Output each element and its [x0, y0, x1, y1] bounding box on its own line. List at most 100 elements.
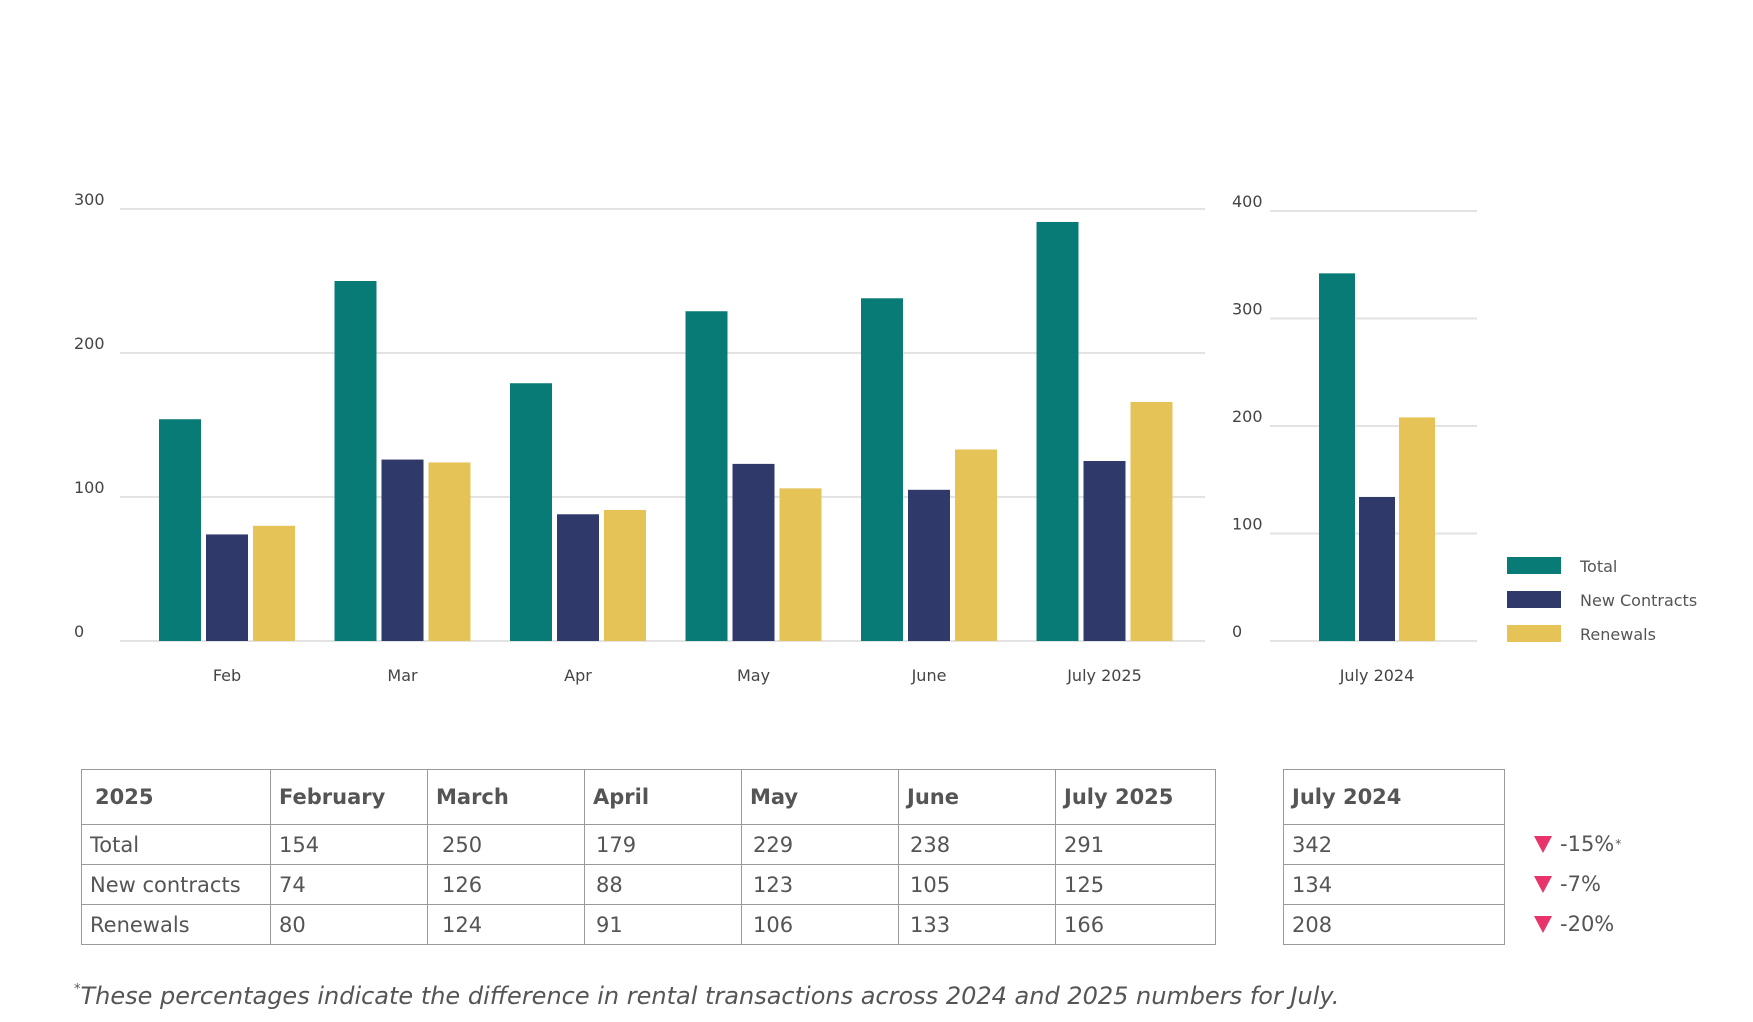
y-tick-label: 300	[1232, 300, 1263, 319]
legend-swatch	[1507, 557, 1561, 574]
bar-renewals	[253, 525, 295, 641]
difference-renewals: -20%	[1530, 904, 1621, 944]
monthly-2025-chart: 0 100 200 300 Feb Mar Apr May June July 2025	[74, 190, 1205, 685]
bar-total	[1319, 273, 1355, 641]
row-label: Total	[81, 824, 271, 865]
table-cell: 250	[427, 824, 585, 865]
table-cell: 124	[427, 904, 585, 945]
table-2025: 2025 February March April May June July …	[81, 769, 1216, 945]
y-tick-label: 100	[1232, 515, 1263, 534]
bar-total	[510, 383, 552, 641]
table-2024-header-row: July 2024	[1283, 769, 1505, 825]
footnote-mark: *	[74, 982, 81, 997]
bar-total	[1036, 221, 1079, 641]
difference-value: -15%	[1560, 832, 1615, 856]
table-cell: 229	[741, 824, 899, 865]
header-year: 2025	[81, 769, 271, 825]
table-cell: 179	[584, 824, 742, 865]
header-april: April	[584, 769, 742, 825]
table-cell: 154	[270, 824, 428, 865]
table-2025-header-row: 2025 February March April May June July …	[81, 769, 1216, 825]
table-cell: 80	[270, 904, 428, 945]
table-row: Renewals 80 124 91 106 133 166	[81, 904, 1216, 945]
bar-new-contracts	[1083, 461, 1126, 641]
header-march: March	[427, 769, 585, 825]
footnote-text: These percentages indicate the differenc…	[80, 982, 1340, 1010]
table-cell: 342	[1283, 824, 1505, 865]
table-cell: 166	[1055, 904, 1216, 945]
bar-total	[334, 281, 377, 641]
footnote: *These percentages indicate the differen…	[74, 982, 1339, 1010]
legend-swatch	[1507, 591, 1561, 608]
x-tick-label: July 2024	[1339, 666, 1415, 685]
header-may: May	[741, 769, 899, 825]
x-tick-label: June	[911, 666, 947, 685]
table-row: New contracts 74 126 88 123 105 125	[81, 864, 1216, 905]
legend-label: Total	[1579, 557, 1617, 576]
y-tick-label: 200	[1232, 407, 1263, 426]
x-tick-label: Feb	[213, 666, 241, 685]
difference-value: -7%	[1560, 872, 1601, 896]
table-cell: 126	[427, 864, 585, 905]
y-tick-label: 200	[74, 334, 105, 353]
table-row: Total 154 250 179 229 238 291	[81, 824, 1216, 865]
down-triangle-icon	[1534, 835, 1552, 853]
bar-renewals	[1399, 417, 1435, 641]
x-tick-label: Mar	[387, 666, 418, 685]
table-cell: 88	[584, 864, 742, 905]
row-label: New contracts	[81, 864, 271, 905]
bar-total	[685, 311, 728, 641]
table-cell: 105	[898, 864, 1056, 905]
table-cell: 123	[741, 864, 899, 905]
bar-renewals	[955, 449, 997, 641]
x-tick-label: July 2025	[1066, 666, 1142, 685]
bar-total	[861, 298, 903, 641]
y-tick-label: 0	[74, 622, 84, 641]
difference-new-contracts: -7%	[1530, 864, 1621, 904]
bar-new-contracts	[732, 463, 775, 641]
legend-swatch	[1507, 625, 1561, 642]
difference-total: -15% *	[1530, 824, 1621, 864]
down-triangle-icon	[1534, 915, 1552, 933]
chart-legend: Total New Contracts Renewals	[1507, 557, 1697, 644]
table-row: 134	[1283, 864, 1505, 905]
y-tick-label: 400	[1232, 192, 1263, 211]
table-cell: 134	[1283, 864, 1505, 905]
bar-renewals	[1130, 401, 1173, 641]
header-february: February	[270, 769, 428, 825]
legend-label: Renewals	[1580, 625, 1656, 644]
y-tick-label: 300	[74, 190, 105, 209]
header-july-2025: July 2025	[1055, 769, 1216, 825]
bar-renewals	[779, 488, 822, 641]
table-cell: 74	[270, 864, 428, 905]
bar-new-contracts	[381, 459, 424, 641]
july-2024-chart: 0 100 200 300 400 July 2024	[1232, 192, 1477, 685]
y-tick-label: 100	[74, 478, 105, 497]
row-label: Renewals	[81, 904, 271, 945]
bar-total	[159, 419, 201, 641]
asterisk-mark: *	[1615, 837, 1622, 851]
table-row: 342	[1283, 824, 1505, 865]
header-june: June	[898, 769, 1056, 825]
bar-renewals	[604, 509, 646, 641]
header-july-2024: July 2024	[1283, 769, 1505, 825]
bar-new-contracts	[1359, 496, 1395, 641]
difference-value: -20%	[1560, 912, 1615, 936]
bar-renewals	[428, 462, 471, 641]
bar-charts: 0 100 200 300 Feb Mar Apr May June July 2025 0 100…	[74, 190, 1697, 685]
table-cell: 91	[584, 904, 742, 945]
bar-new-contracts	[557, 514, 599, 641]
table-row: 208	[1283, 904, 1505, 945]
table-cell: 291	[1055, 824, 1216, 865]
bar-new-contracts	[908, 489, 950, 641]
table-cell: 208	[1283, 904, 1505, 945]
table-cell: 238	[898, 824, 1056, 865]
y-tick-label: 0	[1232, 622, 1242, 641]
legend-label: New Contracts	[1580, 591, 1697, 610]
x-tick-label: May	[737, 666, 770, 685]
x-tick-label: Apr	[564, 666, 592, 685]
down-triangle-icon	[1534, 875, 1552, 893]
table-cell: 106	[741, 904, 899, 945]
table-cell: 133	[898, 904, 1056, 945]
table-cell: 125	[1055, 864, 1216, 905]
